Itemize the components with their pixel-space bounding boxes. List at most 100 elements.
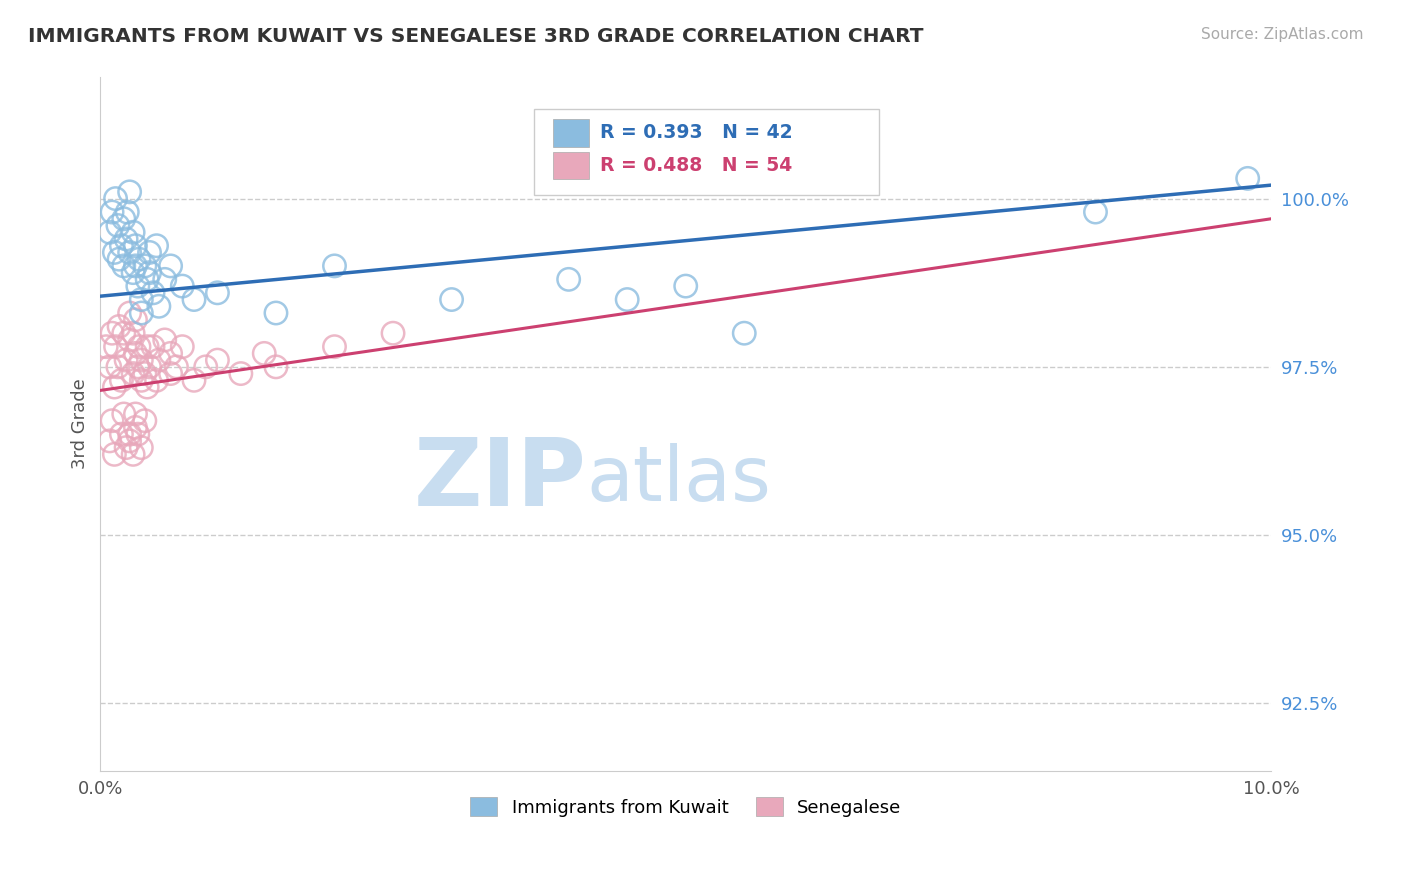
Point: [124, 238, 146, 252]
Point: [101, 205, 124, 219]
Point: [96, 340, 118, 354]
Point: [122, 367, 145, 381]
Point: [101, 326, 124, 341]
Point: [264, 306, 287, 320]
Legend: Immigrants from Kuwait, Senegalese: Immigrants from Kuwait, Senegalese: [463, 790, 908, 824]
Point: [124, 407, 146, 421]
Point: [118, 306, 141, 320]
Point: [118, 185, 141, 199]
Text: Source: ZipAtlas.com: Source: ZipAtlas.com: [1201, 27, 1364, 42]
Point: [115, 353, 138, 368]
Point: [104, 340, 127, 354]
Point: [112, 407, 135, 421]
Text: IMMIGRANTS FROM KUWAIT VS SENEGALESE 3RD GRADE CORRELATION CHART: IMMIGRANTS FROM KUWAIT VS SENEGALESE 3RD…: [28, 27, 924, 45]
Point: [557, 272, 579, 286]
Point: [112, 326, 135, 341]
Point: [440, 293, 463, 307]
Point: [134, 367, 156, 381]
Point: [122, 447, 145, 461]
Point: [382, 326, 405, 341]
Point: [159, 259, 181, 273]
Point: [127, 359, 149, 374]
Point: [98, 434, 121, 448]
Point: [194, 359, 217, 374]
Point: [134, 259, 156, 273]
Point: [183, 293, 205, 307]
Point: [127, 279, 149, 293]
Point: [124, 312, 146, 326]
Point: [159, 367, 181, 381]
Point: [142, 285, 165, 300]
Point: [117, 205, 139, 219]
Point: [264, 359, 287, 374]
Point: [136, 380, 159, 394]
Point: [128, 252, 150, 267]
Point: [103, 380, 125, 394]
Point: [127, 427, 149, 442]
Point: [323, 340, 346, 354]
Point: [98, 359, 121, 374]
Point: [675, 279, 697, 293]
Point: [122, 326, 145, 341]
Point: [128, 340, 150, 354]
Point: [131, 441, 153, 455]
Point: [153, 272, 176, 286]
Point: [733, 326, 755, 341]
Point: [115, 232, 138, 246]
Point: [108, 252, 131, 267]
Point: [118, 434, 141, 448]
Text: ZIP: ZIP: [413, 434, 586, 525]
Point: [138, 359, 160, 374]
Point: [118, 245, 141, 260]
Point: [142, 340, 165, 354]
Point: [1236, 171, 1258, 186]
Point: [110, 373, 132, 387]
Point: [1084, 205, 1107, 219]
Point: [131, 306, 153, 320]
Point: [122, 266, 145, 280]
Point: [136, 340, 159, 354]
Point: [124, 259, 146, 273]
Point: [118, 333, 141, 347]
Point: [172, 340, 194, 354]
Point: [122, 225, 145, 239]
Point: [110, 238, 132, 252]
Point: [145, 373, 167, 387]
Point: [124, 420, 146, 434]
Point: [118, 427, 141, 442]
Point: [131, 353, 153, 368]
Point: [323, 259, 346, 273]
Point: [183, 373, 205, 387]
Point: [616, 293, 638, 307]
Point: [110, 427, 132, 442]
Point: [207, 353, 229, 368]
Point: [104, 192, 127, 206]
Point: [112, 211, 135, 226]
Text: R = 0.488   N = 54: R = 0.488 N = 54: [600, 156, 793, 175]
Point: [103, 245, 125, 260]
Point: [103, 447, 125, 461]
Point: [131, 373, 153, 387]
Point: [138, 266, 160, 280]
Point: [134, 414, 156, 428]
Point: [138, 245, 160, 260]
Point: [112, 259, 135, 273]
Y-axis label: 3rd Grade: 3rd Grade: [72, 379, 89, 469]
Point: [98, 225, 121, 239]
Point: [207, 285, 229, 300]
Point: [101, 414, 124, 428]
Point: [172, 279, 194, 293]
Point: [229, 367, 252, 381]
Point: [131, 293, 153, 307]
Point: [165, 359, 187, 374]
Text: atlas: atlas: [586, 442, 770, 516]
Text: R = 0.393   N = 42: R = 0.393 N = 42: [600, 123, 793, 143]
Point: [148, 299, 170, 313]
Point: [159, 346, 181, 360]
FancyBboxPatch shape: [533, 109, 879, 195]
Point: [107, 219, 129, 233]
Point: [145, 238, 167, 252]
Point: [136, 272, 159, 286]
Point: [148, 353, 170, 368]
Bar: [554, 119, 589, 147]
